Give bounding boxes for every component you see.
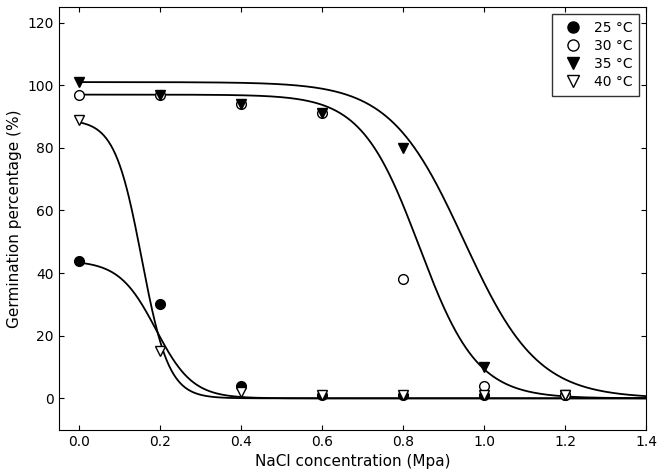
Legend: 25 °C, 30 °C, 35 °C, 40 °C: 25 °C, 30 °C, 35 °C, 40 °C — [552, 14, 639, 96]
X-axis label: NaCl concentration (Mpa): NaCl concentration (Mpa) — [255, 454, 450, 469]
Y-axis label: Germination percentage (%): Germination percentage (%) — [7, 109, 22, 327]
